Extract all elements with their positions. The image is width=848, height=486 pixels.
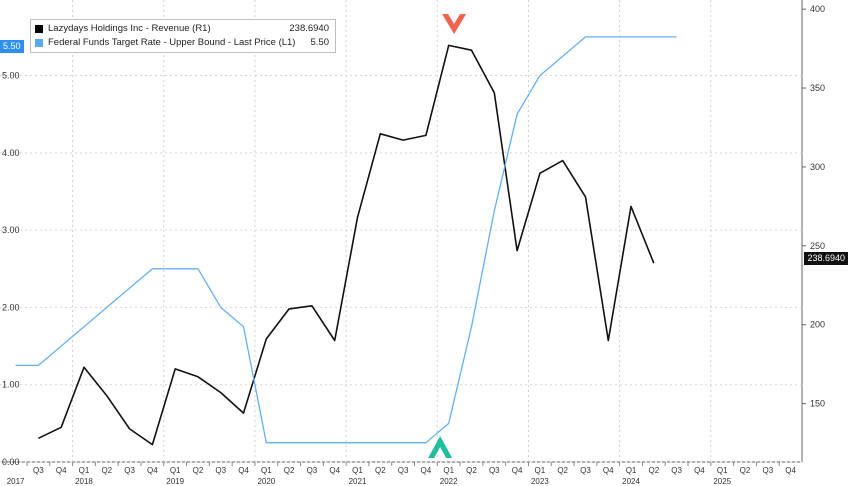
left-tick-label: 2.00 — [2, 302, 20, 312]
left-tick-label: 4.00 — [2, 148, 20, 158]
x-quarter-label: Q4 — [785, 466, 796, 475]
annotations — [428, 14, 467, 458]
x-year-label: 2018 — [75, 477, 93, 486]
series-layer — [15, 36, 677, 446]
x-year-label: 2019 — [166, 477, 184, 486]
x-quarter-label: Q3 — [398, 466, 409, 475]
right-tick-label: 200 — [810, 320, 825, 330]
left-tick-label: 3.00 — [2, 225, 20, 235]
legend: Lazydays Holdings Inc - Revenue (R1) 238… — [30, 19, 336, 53]
x-year-label: 2023 — [531, 477, 549, 486]
x-quarter-label: Q4 — [56, 466, 67, 475]
x-quarter-label: Q3 — [580, 466, 591, 475]
left-tick-label: 5.00 — [2, 71, 20, 81]
x-quarter-label: Q3 — [671, 466, 682, 475]
x-quarter-label: Q1 — [352, 466, 363, 475]
right-tick-label: 400 — [810, 4, 825, 14]
series-line-fed-funds — [15, 36, 677, 444]
x-quarter-label: Q2 — [101, 466, 112, 475]
x-quarter-label: Q2 — [740, 466, 751, 475]
x-quarter-label: Q4 — [603, 466, 614, 475]
x-quarter-label: Q3 — [215, 466, 226, 475]
x-quarter-label: Q3 — [762, 466, 773, 475]
x-quarter-label: Q1 — [535, 466, 546, 475]
x-year-label: 2024 — [622, 477, 640, 486]
x-quarter-label: Q2 — [557, 466, 568, 475]
legend-last-fed-funds: 5.50 — [310, 37, 330, 48]
right-tick-label: 300 — [810, 162, 825, 172]
left-axis: 0.00 1.00 2.00 3.00 4.00 5.00 — [2, 71, 20, 467]
legend-swatch-fed-funds — [35, 39, 43, 47]
right-axis: 150 200 250 300 350 400 — [802, 4, 825, 409]
x-quarter-label: Q2 — [284, 466, 295, 475]
right-tick-label: 350 — [810, 83, 825, 93]
series-line-revenue — [38, 44, 655, 446]
last-value-tag-fed-funds: 5.50 — [0, 40, 24, 53]
legend-entry-fed-funds: Federal Funds Target Rate - Upper Bound … — [35, 36, 333, 50]
x-quarter-label: Q4 — [329, 466, 340, 475]
x-quarter-label: Q4 — [421, 466, 432, 475]
legend-label-revenue: Lazydays Holdings Inc - Revenue (R1) — [48, 23, 211, 34]
x-quarter-label: Q3 — [489, 466, 500, 475]
x-quarter-label: Q2 — [649, 466, 660, 475]
legend-label-fed-funds: Federal Funds Target Rate - Upper Bound … — [48, 37, 296, 48]
legend-entry-revenue: Lazydays Holdings Inc - Revenue (R1) 238… — [35, 22, 333, 36]
x-quarter-label: Q4 — [238, 466, 249, 475]
x-year-label: 2017 — [7, 477, 25, 486]
left-tick-label: 0.00 — [2, 457, 20, 467]
sell-arrow-icon — [442, 14, 467, 34]
right-tick-label: 150 — [810, 399, 825, 409]
x-quarter-label: Q1 — [170, 466, 181, 475]
x-year-label: 2020 — [257, 477, 275, 486]
x-quarter-label: Q3 — [307, 466, 318, 475]
grid-lines — [0, 0, 803, 463]
x-quarter-label: Q3 — [33, 466, 44, 475]
x-quarter-label: Q2 — [193, 466, 204, 475]
x-quarter-label: Q4 — [694, 466, 705, 475]
x-axis: Q3 Q4 Q1 Q2 Q3 Q4 Q1 Q2 Q3 Q4 Q1 Q2 Q3 Q4 Q1 Q2 Q3 Q4 Q1 Q2… — [7, 462, 796, 486]
x-quarter-label: Q1 — [261, 466, 272, 475]
x-year-label: 2021 — [349, 477, 367, 486]
left-tick-label: 1.00 — [2, 380, 20, 390]
legend-swatch-revenue — [35, 25, 43, 33]
x-quarter-label: Q1 — [717, 466, 728, 475]
x-quarter-label: Q4 — [512, 466, 523, 475]
x-year-label: 2025 — [713, 477, 731, 486]
x-quarter-label: Q3 — [124, 466, 135, 475]
legend-last-revenue: 238.6940 — [289, 23, 329, 34]
x-quarter-label: Q1 — [626, 466, 637, 475]
x-quarter-label: Q1 — [79, 466, 90, 475]
buy-arrow-icon — [428, 436, 453, 458]
x-quarter-label: Q1 — [443, 466, 454, 475]
x-quarter-label: Q2 — [466, 466, 477, 475]
x-year-label: 2022 — [440, 477, 458, 486]
right-tick-label: 250 — [810, 241, 825, 251]
x-quarter-label: Q4 — [147, 466, 158, 475]
last-value-tag-revenue: 238.6940 — [804, 252, 848, 265]
x-quarter-label: Q2 — [375, 466, 386, 475]
